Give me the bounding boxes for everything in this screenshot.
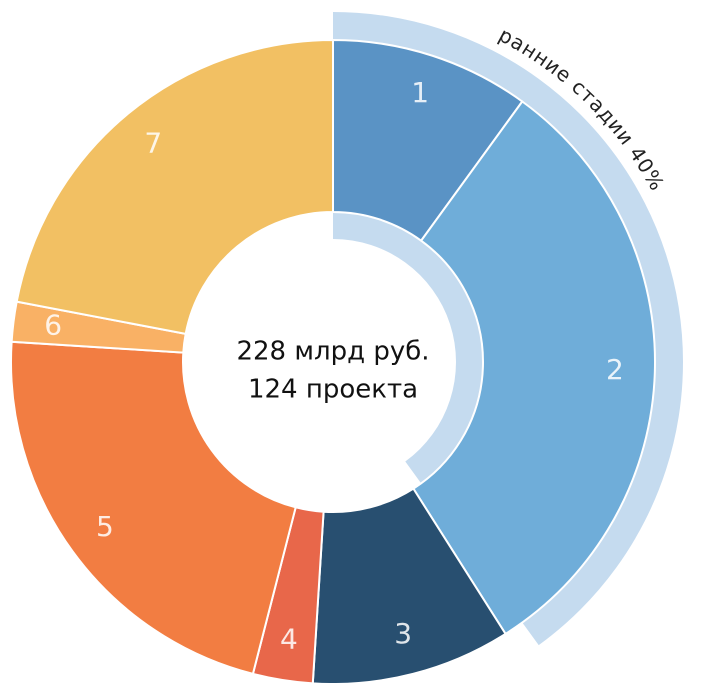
segment-label: 4 (280, 623, 298, 656)
segment-label: 3 (394, 617, 412, 650)
highlight-band (333, 12, 684, 646)
segments (10, 12, 684, 683)
donut-segment (10, 340, 297, 676)
donut-segment (15, 38, 334, 336)
donut-segment (311, 487, 507, 683)
center-text: 228 млрд руб. (236, 337, 429, 367)
segment-label: 7 (144, 127, 162, 160)
center-text: 124 проекта (248, 375, 418, 405)
segment-label: 5 (96, 510, 114, 543)
segment-label: 6 (44, 309, 62, 342)
segment-label: 1 (411, 76, 429, 109)
donut-segment (411, 100, 656, 636)
highlight-band (333, 210, 485, 485)
segment-label: 2 (606, 353, 624, 386)
